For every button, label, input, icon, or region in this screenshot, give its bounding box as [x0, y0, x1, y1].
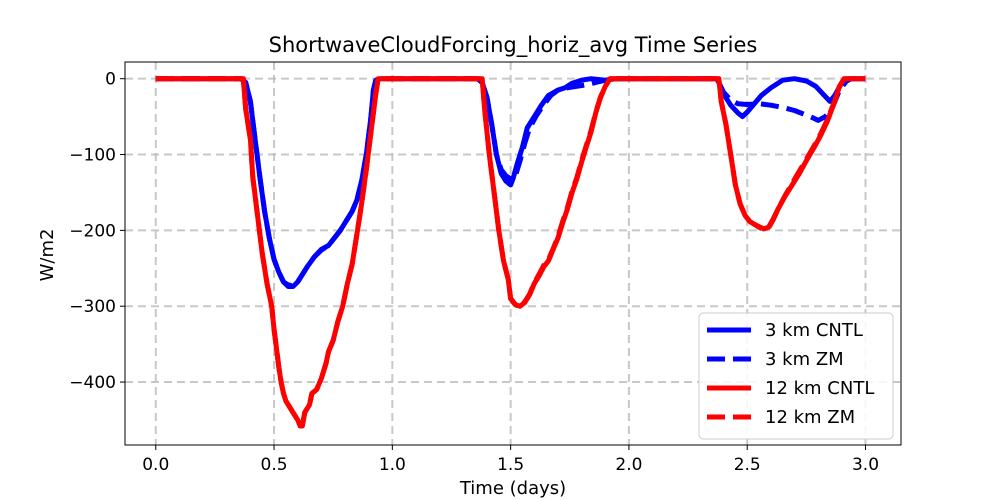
- x-axis-ticks: 0.0 0.5 1.0 1.5 2.0 2.5 3.0: [142, 445, 879, 475]
- x-tick-label: 1.5: [497, 455, 524, 475]
- y-tick-label: 0: [105, 70, 116, 90]
- legend-label: 12 km ZM: [765, 407, 855, 428]
- y-tick-label: −200: [69, 221, 116, 241]
- x-tick-label: 0.5: [261, 455, 288, 475]
- series-line-3-km-zm: [155, 76, 866, 289]
- x-tick-label: 3.0: [852, 455, 879, 475]
- legend-label: 3 km CNTL: [765, 320, 863, 341]
- x-tick-label: 2.0: [615, 455, 642, 475]
- legend-label: 12 km CNTL: [765, 378, 874, 399]
- y-tick-label: −300: [69, 297, 116, 317]
- plot-frame: [124, 61, 902, 446]
- x-tick-label: 1.0: [379, 455, 406, 475]
- y-tick-label: −100: [69, 146, 116, 166]
- chart-title: ShortwaveCloudForcing_horiz_avg Time Ser…: [269, 33, 758, 58]
- y-tick-label: −400: [69, 373, 116, 393]
- legend: 3 km CNTL 3 km ZM 12 km CNTL 12 km ZM: [698, 312, 894, 440]
- x-tick-label: 2.5: [734, 455, 761, 475]
- legend-box: [698, 312, 894, 440]
- y-axis-ticks: 0 −100 −200 −300 −400: [69, 70, 125, 393]
- x-tick-label: 0.0: [142, 455, 169, 475]
- series-line-3-km-cntl: [155, 76, 866, 289]
- x-axis-label: Time (days): [459, 478, 566, 499]
- series-group: [155, 76, 866, 429]
- y-axis-label: W/m2: [37, 229, 58, 282]
- series-line-12-km-zm: [155, 76, 866, 427]
- legend-label: 3 km ZM: [765, 349, 844, 370]
